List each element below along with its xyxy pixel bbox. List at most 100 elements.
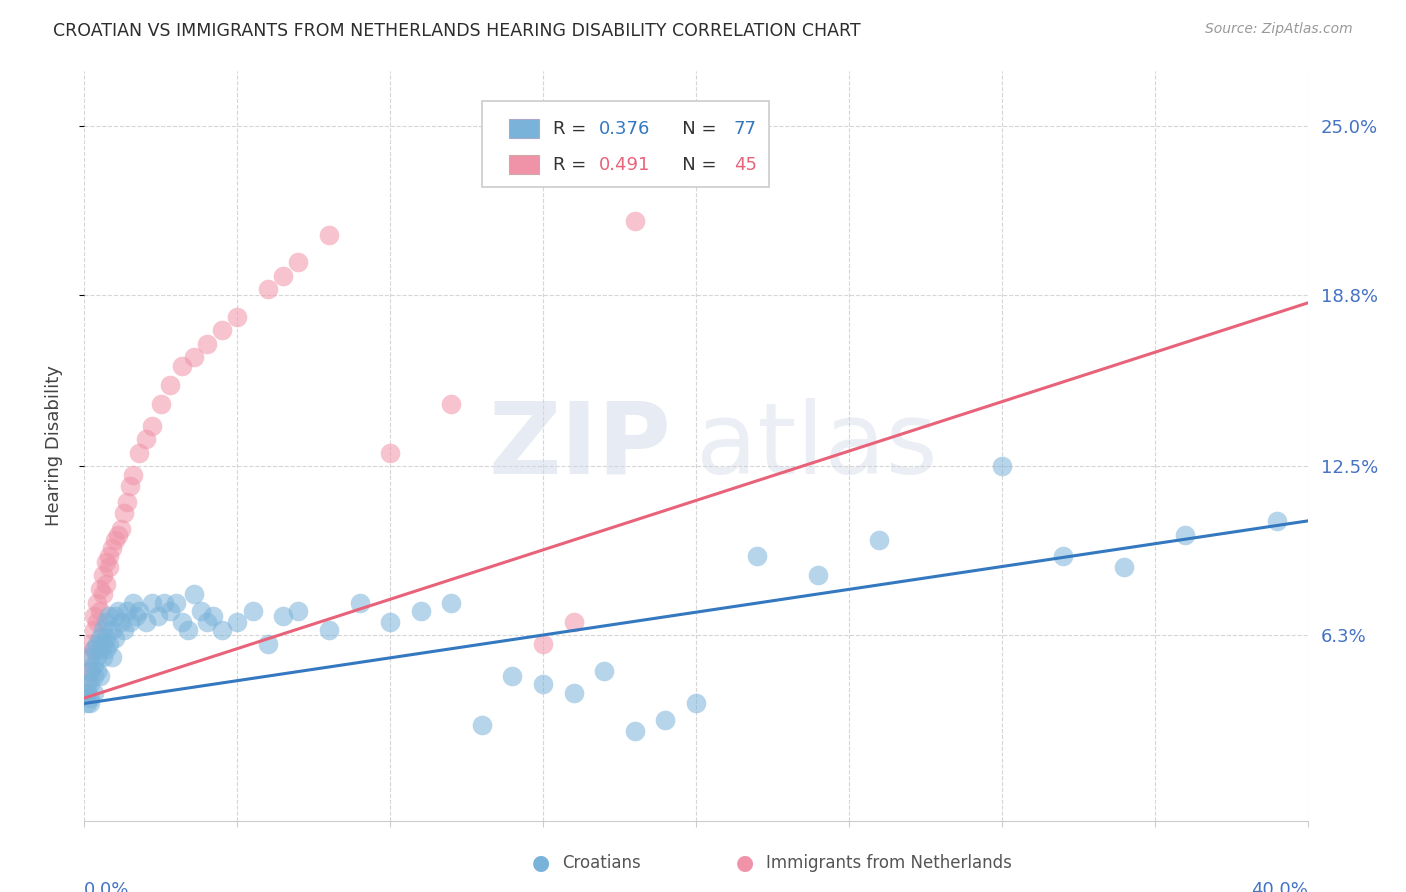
Point [79,664,101,678]
Point [226,310,249,324]
Point [86,615,108,629]
Text: ●: ● [533,854,550,873]
Point [211,623,233,637]
Point [107,604,129,618]
Point [76,697,98,711]
Point [79,636,101,650]
Point [128,604,150,618]
Point [115,604,138,618]
Text: 40.0%: 40.0% [1251,880,1308,892]
Point [89,582,111,596]
Text: 0.376: 0.376 [599,120,651,138]
Point [115,495,138,509]
Text: R =: R = [553,120,592,138]
Point [83,642,105,657]
Point [79,697,101,711]
Point [135,432,157,446]
Point [101,541,124,556]
Point [112,506,135,520]
Point [257,282,280,296]
Text: N =: N = [665,156,723,174]
Point [165,596,187,610]
Point [380,446,402,460]
Point [159,604,181,618]
Point [79,691,101,706]
FancyBboxPatch shape [482,102,769,187]
Point [104,631,127,645]
Text: Croatians: Croatians [562,855,641,872]
Point [183,351,205,365]
Point [991,459,1014,474]
Point [89,631,111,645]
Point [135,615,157,629]
Point [110,615,132,629]
Point [190,604,212,618]
Point [1265,514,1288,528]
FancyBboxPatch shape [509,120,540,138]
Point [349,596,371,610]
Point [86,636,108,650]
Point [654,713,676,727]
Point [172,615,194,629]
Point [83,609,105,624]
Point [201,609,224,624]
Point [287,255,309,269]
Point [107,527,129,541]
Point [112,623,135,637]
Point [409,604,432,618]
Point [76,669,98,683]
Point [146,609,169,624]
Point [91,568,114,582]
Point [624,723,647,738]
Point [79,650,101,665]
Point [195,336,218,351]
Point [79,677,101,691]
Point [685,697,707,711]
Point [153,596,176,610]
Point [97,560,120,574]
Point [242,604,264,618]
Text: CROATIAN VS IMMIGRANTS FROM NETHERLANDS HEARING DISABILITY CORRELATION CHART: CROATIAN VS IMMIGRANTS FROM NETHERLANDS … [53,22,860,40]
Point [141,596,163,610]
Text: 0.0%: 0.0% [84,880,129,892]
Point [101,623,124,637]
Point [869,533,891,547]
Point [128,446,150,460]
Point [110,522,132,536]
Point [440,596,463,610]
Point [86,596,108,610]
Point [83,658,105,673]
Point [104,533,127,547]
Point [440,397,463,411]
Point [94,555,117,569]
Point [104,609,127,624]
Text: 77: 77 [734,120,756,138]
Point [89,669,111,683]
Text: Source: ZipAtlas.com: Source: ZipAtlas.com [1205,22,1353,37]
Point [1052,549,1074,564]
Point [1174,527,1197,541]
Point [562,615,585,629]
Point [83,669,105,683]
Point [471,718,494,732]
Point [318,227,340,242]
Point [76,685,98,699]
Point [1114,560,1136,574]
Point [141,418,163,433]
Point [195,615,218,629]
Point [91,636,114,650]
Text: 45: 45 [734,156,756,174]
Point [502,669,524,683]
Point [94,615,117,629]
Text: N =: N = [665,120,723,138]
Point [86,650,108,665]
Point [91,587,114,601]
Point [83,623,105,637]
Point [211,323,233,337]
Point [76,677,98,691]
Text: atlas: atlas [696,398,938,494]
Point [226,615,249,629]
Point [807,568,830,582]
Point [97,609,120,624]
Point [747,549,769,564]
